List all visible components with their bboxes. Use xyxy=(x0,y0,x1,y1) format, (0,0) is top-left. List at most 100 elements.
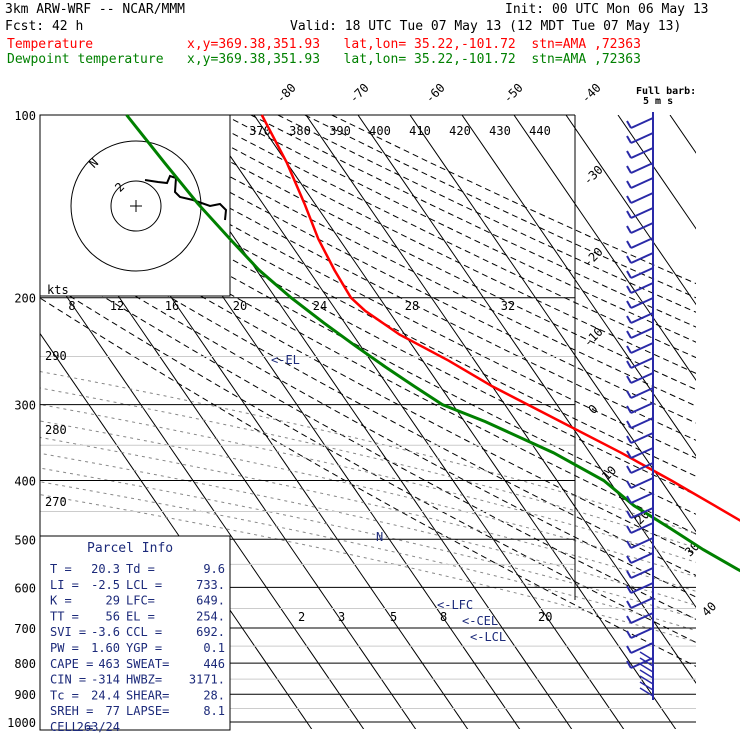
model-title: 3km ARW-WRF -- NCAR/MMM xyxy=(5,2,185,17)
wind-barb-flag xyxy=(626,465,632,474)
theta-e-label: 410 xyxy=(409,124,431,138)
parcel-value: 692. xyxy=(196,625,225,639)
parcel-value: CAPE = xyxy=(50,657,93,671)
pressure-label: 100 xyxy=(14,109,36,123)
init-time: Init: 00 UTC Mon 06 May 13 xyxy=(505,2,709,17)
wind-barb-flag xyxy=(626,570,632,579)
parcel-value: 77 xyxy=(106,704,120,718)
wind-barb xyxy=(630,162,654,174)
temperature-legend: Temperature x,y=369.38,351.93 lat,lon= 3… xyxy=(7,37,641,52)
hodograph-tick: 12 xyxy=(110,299,124,313)
theta-e-labels: 370 380 390 400 410 420 430 440 xyxy=(249,124,551,138)
dry-adiabat xyxy=(143,115,696,391)
parcel-value: 1.60 xyxy=(91,641,120,655)
wind-barb-flag xyxy=(626,315,632,324)
wind-barb xyxy=(630,297,654,309)
wind-barb-flag xyxy=(626,360,632,369)
isotherm xyxy=(45,115,469,729)
parcel-value: T = xyxy=(50,562,72,576)
parcel-value: LAPSE= xyxy=(126,704,169,718)
wind-barb xyxy=(630,627,654,639)
theta-e-label: 390 xyxy=(329,124,351,138)
wind-barb-flag xyxy=(626,660,632,669)
wind-barb xyxy=(630,522,654,534)
wind-barb-flag xyxy=(626,195,632,204)
temperature-profile xyxy=(260,114,740,522)
parcel-value: CIN = xyxy=(50,673,86,687)
parcel-value: 3171. xyxy=(189,673,225,687)
parcel-value: 254. xyxy=(196,609,225,623)
el-marker: <-EL xyxy=(271,353,300,367)
hodograph-tick: 20 xyxy=(233,299,247,313)
pressure-label: 800 xyxy=(14,657,36,671)
wind-barb-flag xyxy=(626,165,632,174)
wind-barb-flag xyxy=(626,630,632,639)
wind-barb-flag xyxy=(626,255,632,264)
wind-barb xyxy=(630,657,654,669)
pressure-label: 300 xyxy=(14,399,36,413)
wind-barb xyxy=(630,552,654,564)
parcel-value: YGP = xyxy=(126,641,162,655)
parcel-value: 29 xyxy=(106,594,120,608)
wind-barb-flag xyxy=(626,555,632,564)
pressure-label: 1000 xyxy=(7,716,36,730)
wind-barb-flag xyxy=(626,600,632,609)
wind-barb xyxy=(630,132,654,144)
wind-barb xyxy=(630,207,654,219)
hodograph-tick: 28 xyxy=(405,299,419,313)
wind-barb-flag xyxy=(626,540,632,549)
wind-barb xyxy=(630,372,654,384)
wind-barb-flag xyxy=(626,240,632,249)
isotherm xyxy=(40,256,365,729)
dry-adiabat xyxy=(40,297,696,667)
parcel-value: 8.1 xyxy=(203,704,225,718)
wind-barb xyxy=(630,357,654,369)
isotherm xyxy=(513,115,696,381)
wind-barb-flag xyxy=(626,180,632,189)
pressure-label: 500 xyxy=(14,533,36,547)
wind-barb xyxy=(630,402,654,414)
parcel-value: 28. xyxy=(203,688,225,702)
storm-marker: N xyxy=(376,530,383,544)
pressure-label: 200 xyxy=(14,292,36,306)
wind-barb-flag xyxy=(626,420,632,429)
mixing-label: 5 xyxy=(390,610,397,624)
wind-barb xyxy=(630,597,654,609)
isotherm xyxy=(253,115,677,729)
parcel-value: LCL = xyxy=(126,578,162,592)
diagram-grid xyxy=(40,115,696,729)
wind-barb-low xyxy=(639,669,654,679)
wind-barb xyxy=(630,477,654,489)
lcl-marker: <-LCL xyxy=(470,630,506,644)
pressure-label: 600 xyxy=(14,581,36,595)
parcel-value: SWEAT= xyxy=(126,657,169,671)
wind-barb xyxy=(630,462,654,474)
forecast-hour: Fcst: 42 h xyxy=(5,19,83,34)
theta-e-label: 400 xyxy=(369,124,391,138)
wind-barb xyxy=(630,237,654,249)
wind-barb-low xyxy=(639,675,654,685)
pressure-label: 700 xyxy=(14,622,36,636)
hodograph-ring-inner xyxy=(110,180,162,232)
parcel-value: 649. xyxy=(196,594,225,608)
pressure-label: 400 xyxy=(14,474,36,488)
mixing-label: 8 xyxy=(440,610,447,624)
theta-e-label: 380 xyxy=(289,124,311,138)
dewpoint-profile xyxy=(125,114,740,573)
parcel-value: Td = xyxy=(126,562,155,576)
isotherm xyxy=(97,115,521,729)
parcel-value: 463 xyxy=(98,657,120,671)
wind-barb xyxy=(630,327,654,339)
wind-barb xyxy=(630,642,654,654)
theta-e-label: 430 xyxy=(489,124,511,138)
wind-barb xyxy=(630,342,654,354)
dry-adiabat xyxy=(40,237,696,598)
wind-barb-flag xyxy=(626,615,632,624)
wind-barb xyxy=(630,507,654,519)
wind-barb-low xyxy=(639,651,654,661)
wind-barb-low xyxy=(639,687,654,697)
parcel-value: Tc = xyxy=(50,688,79,702)
dry-adiabat xyxy=(40,166,696,515)
mixing-label: 2 xyxy=(298,610,305,624)
